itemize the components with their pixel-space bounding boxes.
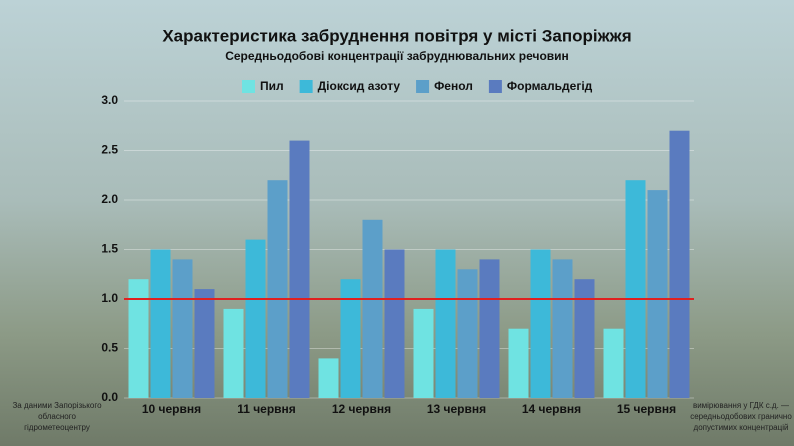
bar (530, 249, 551, 398)
bar (669, 130, 690, 398)
legend-label: Пил (260, 79, 284, 93)
unit-note: середньодобових гранично (690, 412, 792, 421)
chart-subtitle: Середньодобові концентрації забруднюваль… (225, 49, 569, 63)
legend-swatch (242, 80, 255, 93)
y-tick-label: 2.5 (101, 143, 118, 157)
bar (128, 279, 149, 398)
bar (574, 279, 595, 398)
x-tick-label: 14 червня (522, 402, 581, 416)
legend-label: Формальдегід (507, 79, 593, 93)
x-tick-label: 15 червня (617, 402, 676, 416)
bar (289, 140, 310, 398)
bar (318, 358, 339, 398)
bar (603, 328, 624, 398)
y-tick-label: 1.0 (101, 291, 118, 305)
bar (245, 239, 266, 398)
legend-label: Фенол (434, 79, 473, 93)
bar (457, 269, 478, 398)
x-tick-label: 13 червня (427, 402, 486, 416)
source-note: За даними Запорізького (12, 401, 102, 410)
unit-note: допустимих концентрацій (694, 423, 789, 432)
y-tick-label: 2.0 (101, 192, 118, 206)
legend-swatch (416, 80, 430, 93)
source-note: обласного (38, 412, 76, 421)
legend-label: Діоксид азоту (318, 79, 401, 93)
bar (150, 249, 171, 398)
bar (508, 328, 529, 398)
bar (552, 259, 573, 398)
bar (435, 249, 456, 398)
bar (223, 308, 244, 398)
bar (625, 180, 646, 398)
chart-title: Характеристика забруднення повітря у міс… (162, 26, 631, 45)
bar (267, 180, 288, 398)
unit-note: вимірювання у ГДК с.д. — (693, 401, 789, 410)
bar (172, 259, 193, 398)
legend-swatch (488, 80, 502, 93)
x-tick-label: 10 червня (142, 402, 201, 416)
bar (194, 289, 215, 398)
x-tick-label: 11 червня (237, 402, 296, 416)
bar (340, 279, 361, 398)
bar (647, 190, 668, 398)
y-tick-label: 1.5 (101, 242, 118, 256)
bar (479, 259, 500, 398)
y-tick-label: 3.0 (101, 93, 118, 107)
bar (362, 219, 383, 398)
y-tick-label: 0.0 (101, 390, 118, 404)
source-note: гідрометеоцентру (24, 423, 90, 432)
x-tick-label: 12 червня (332, 402, 391, 416)
bar (384, 249, 405, 398)
bar (413, 308, 434, 398)
y-tick-label: 0.5 (101, 341, 118, 355)
legend-swatch (299, 80, 313, 93)
